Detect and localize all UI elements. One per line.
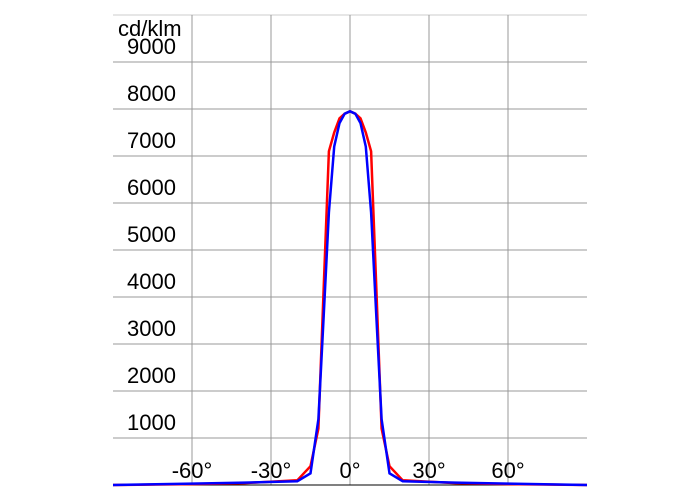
y-tick-label: 9000 [127,34,176,59]
x-tick-label: 30° [412,458,445,483]
y-tick-label: 2000 [127,363,176,388]
x-tick-label: -60° [172,458,213,483]
series-line [112,109,588,487]
x-tick-label: 0° [339,458,360,483]
x-tick-label: -30° [251,458,292,483]
y-tick-label: 5000 [127,222,176,247]
x-tick-label: 60° [491,458,524,483]
y-tick-label: 6000 [127,175,176,200]
y-tick-label: 7000 [127,128,176,153]
y-tick-label: 4000 [127,269,176,294]
chart-title: cd/klm [118,16,182,41]
y-tick-label: 3000 [127,316,176,341]
y-tick-label: 1000 [127,410,176,435]
y-tick-label: 8000 [127,81,176,106]
